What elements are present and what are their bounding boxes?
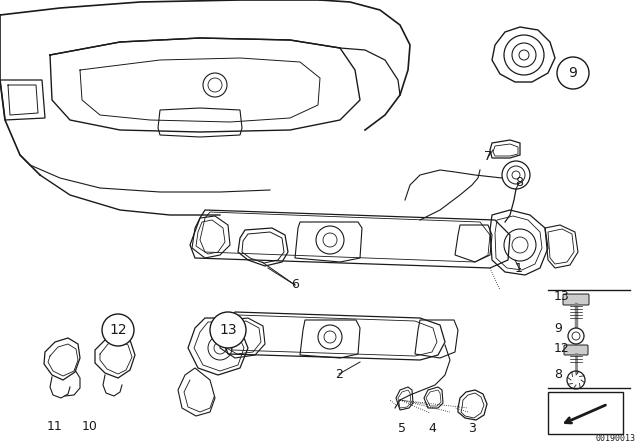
Circle shape (557, 57, 589, 89)
Text: 3: 3 (468, 422, 476, 435)
Text: 5: 5 (398, 422, 406, 435)
Text: 2: 2 (335, 367, 343, 380)
Text: 11: 11 (47, 421, 63, 434)
Text: 12: 12 (554, 341, 570, 354)
Text: 8: 8 (515, 177, 523, 190)
Text: 9: 9 (568, 66, 577, 80)
Text: 00190013: 00190013 (595, 434, 635, 443)
Text: 6: 6 (291, 279, 299, 292)
Circle shape (210, 312, 246, 348)
Text: 13: 13 (554, 289, 570, 302)
Text: 9: 9 (554, 322, 562, 335)
Text: 7: 7 (484, 151, 492, 164)
Bar (548, 392, 623, 434)
Text: 8: 8 (554, 367, 562, 380)
FancyBboxPatch shape (564, 345, 588, 355)
Text: 12: 12 (109, 323, 127, 337)
Text: 1: 1 (515, 262, 523, 275)
FancyBboxPatch shape (563, 294, 589, 305)
Circle shape (102, 314, 134, 346)
Text: 4: 4 (428, 422, 436, 435)
Text: 10: 10 (82, 421, 98, 434)
Text: 13: 13 (219, 323, 237, 337)
